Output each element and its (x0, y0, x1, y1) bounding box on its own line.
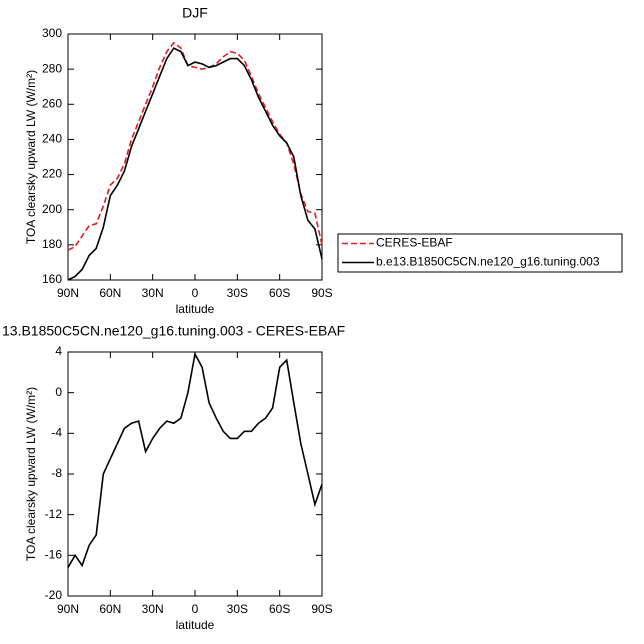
data-line (67, 351, 323, 568)
x-tick-label: 30S (227, 286, 248, 300)
y-tick-label: 240 (42, 132, 62, 146)
x-tick-label: 0 (192, 286, 199, 300)
x-tick-label: 30N (142, 602, 164, 616)
legend-label: CERES-EBAF (376, 236, 453, 250)
y-tick-label: -12 (45, 507, 63, 521)
y-tick-label: 280 (42, 61, 62, 75)
y-tick-label: 200 (42, 202, 62, 216)
y-tick-label: 4 (55, 344, 62, 358)
plot-frame (67, 351, 323, 597)
y-tick-label: 0 (55, 385, 62, 399)
legend-label: b.e13.B1850C5CN.ne120_g16.tuning.003 (376, 255, 600, 269)
chart-title: 13.B1850C5CN.ne120_g16.tuning.003 - CERE… (2, 323, 345, 339)
x-tick-label: 60S (269, 286, 290, 300)
x-tick-label: 90N (57, 602, 79, 616)
y-tick-label: 300 (42, 26, 62, 40)
x-tick-label: 60N (99, 286, 121, 300)
x-tick-label: 30N (142, 286, 164, 300)
y-tick-label: 160 (42, 272, 62, 286)
x-tick-label: 0 (192, 602, 199, 616)
x-tick-label: 90S (311, 286, 332, 300)
plot-frame (67, 33, 323, 281)
chart-title: DJF (182, 5, 208, 21)
y-tick-label: -20 (45, 588, 63, 602)
y-axis-label: TOA clearsky upward LW (W/m²) (24, 387, 38, 561)
y-tick-label: 180 (42, 237, 62, 251)
x-tick-label: 90N (57, 286, 79, 300)
x-tick-label: 60N (99, 602, 121, 616)
data-line (67, 47, 323, 281)
x-tick-label: 90S (311, 602, 332, 616)
y-axis-label: TOA clearsky upward LW (W/m²) (24, 70, 38, 244)
x-axis-label: latitude (176, 302, 215, 316)
y-tick-label: -4 (51, 426, 62, 440)
y-tick-label: -8 (51, 466, 62, 480)
x-axis-label: latitude (176, 618, 215, 632)
y-tick-label: 220 (42, 167, 62, 181)
x-tick-label: 60S (269, 602, 290, 616)
data-line (67, 41, 323, 251)
y-tick-label: 260 (42, 96, 62, 110)
x-tick-label: 30S (227, 602, 248, 616)
legend-box (337, 233, 623, 273)
y-tick-label: -16 (45, 548, 63, 562)
